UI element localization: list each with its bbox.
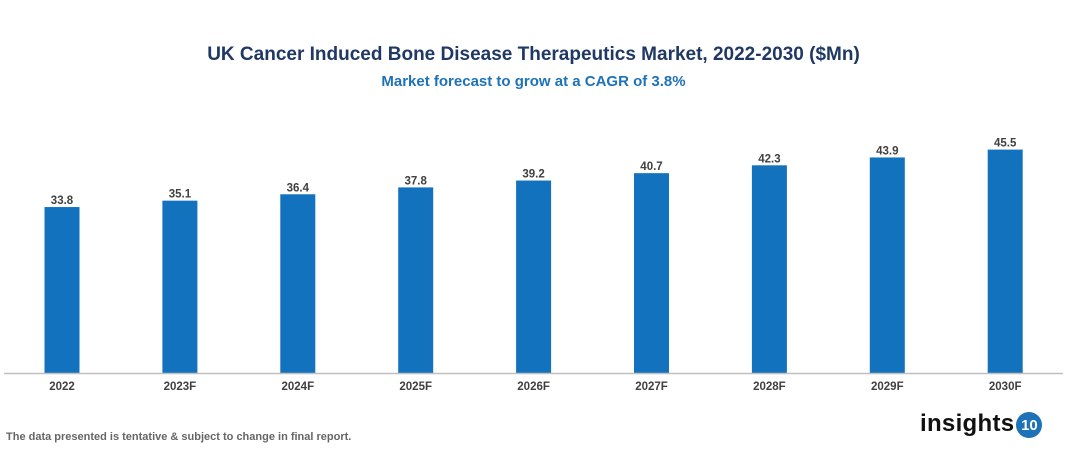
bar — [869, 157, 905, 373]
x-tick-label: 2023F — [164, 381, 197, 393]
bar — [634, 173, 669, 373]
chart-title: UK Cancer Induced Bone Disease Therapeut… — [207, 44, 860, 65]
data-label: 43.9 — [876, 145, 898, 157]
data-label: 42.3 — [758, 153, 780, 165]
chart-subtitle: Market forecast to grow at a CAGR of 3.8… — [381, 73, 686, 90]
x-tick-label: 2029F — [871, 381, 904, 393]
bar — [751, 165, 787, 373]
x-tick-label: 2025F — [399, 381, 432, 393]
insights10-logo: insights 10 — [920, 409, 1043, 438]
data-label: 39.2 — [522, 169, 544, 181]
bar — [280, 194, 316, 373]
bar — [44, 207, 80, 373]
data-label: 36.4 — [287, 182, 310, 194]
data-label: 45.5 — [994, 138, 1017, 150]
x-tick-label: 2022 — [49, 381, 75, 393]
bar — [516, 180, 552, 373]
x-tick-label: 2027F — [635, 381, 668, 393]
x-tick-label: 2026F — [517, 381, 550, 393]
x-tick-label: 2028F — [753, 381, 786, 393]
logo-badge: 10 — [1016, 412, 1043, 438]
data-label: 40.7 — [640, 161, 662, 173]
bar — [987, 149, 1023, 373]
footnote: The data presented is tentative & subjec… — [6, 431, 352, 443]
logo-text: insights — [920, 409, 1015, 437]
bar — [398, 187, 434, 373]
bar — [162, 200, 198, 373]
data-label: 33.8 — [51, 195, 74, 207]
data-label: 37.8 — [405, 175, 428, 187]
x-tick-label: 2024F — [281, 381, 314, 393]
data-label: 35.1 — [169, 189, 192, 201]
x-tick-label: 2030F — [989, 381, 1022, 393]
